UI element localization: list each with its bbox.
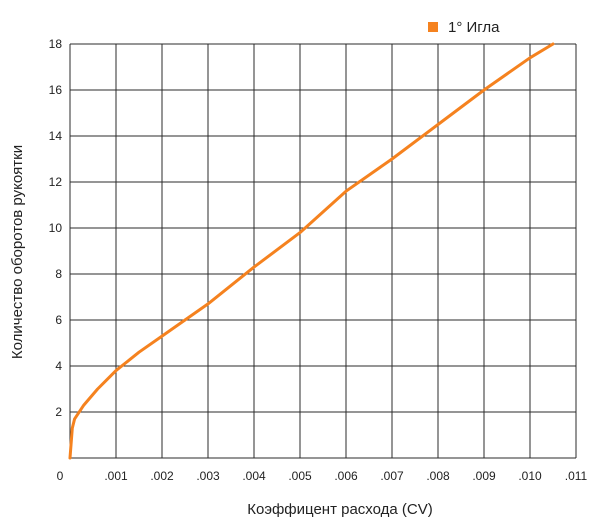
y-tick-label: 10 — [49, 221, 63, 235]
legend-label: 1° Игла — [448, 19, 500, 36]
x-tick-label: .010 — [518, 469, 542, 483]
x-tick-label: .001 — [104, 469, 128, 483]
grid — [69, 43, 577, 459]
x-tick-label: .005 — [288, 469, 312, 483]
series-line — [68, 42, 555, 460]
y-tick-label: 8 — [55, 267, 62, 281]
series-lines — [68, 42, 555, 460]
y-tick-label: 4 — [55, 359, 62, 373]
x-tick-label: .003 — [196, 469, 220, 483]
y-tick-label: 16 — [49, 83, 63, 97]
x-tick-label: .009 — [472, 469, 496, 483]
y-tick-label: 6 — [55, 313, 62, 327]
x-tick-label: .004 — [242, 469, 266, 483]
x-tick-label: .007 — [380, 469, 404, 483]
x-axis-title: Коэффицент расхода (CV) — [247, 501, 433, 518]
y-tick-labels: 2 4 6 8 10 12 14 16 18 — [49, 37, 63, 419]
x-tick-label: .008 — [426, 469, 450, 483]
y-tick-label: 2 — [55, 405, 62, 419]
x-tick-label: .006 — [334, 469, 358, 483]
y-tick-label: 12 — [49, 175, 63, 189]
x-tick-label: .011 — [565, 469, 588, 483]
x-tick-label: .002 — [150, 469, 174, 483]
x-tick-labels: 0 .001 .002 .003 .004 .005 .006 .007 .008 .009 .01… — [57, 469, 588, 483]
y-tick-label: 18 — [49, 37, 63, 51]
y-axis-title: Количество оборотов рукоятки — [9, 145, 26, 359]
y-tick-label: 14 — [49, 129, 63, 143]
x-tick-label: 0 — [57, 469, 64, 483]
legend: 1° Игла — [428, 19, 500, 36]
legend-swatch — [428, 22, 438, 32]
